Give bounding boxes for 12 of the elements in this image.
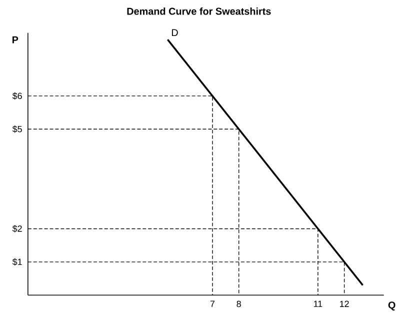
x-tick-label: 11 — [314, 300, 322, 307]
x-tick-label: 12 — [340, 300, 349, 307]
x-axis-title: Q — [388, 302, 396, 310]
y-tick-label: $6 — [12, 92, 22, 100]
annotation: D — [172, 29, 178, 36]
x-tick-label: 8 — [236, 300, 241, 308]
y-tick-label: $2 — [12, 225, 22, 232]
chart-title: Demand Curve for Sweatshirts — [127, 7, 271, 15]
y-tick-label: $5 — [12, 126, 22, 133]
x-tick-label: 7 — [210, 300, 215, 307]
y-axis-title: P — [12, 36, 18, 44]
y-tick-label: $1 — [12, 258, 22, 266]
